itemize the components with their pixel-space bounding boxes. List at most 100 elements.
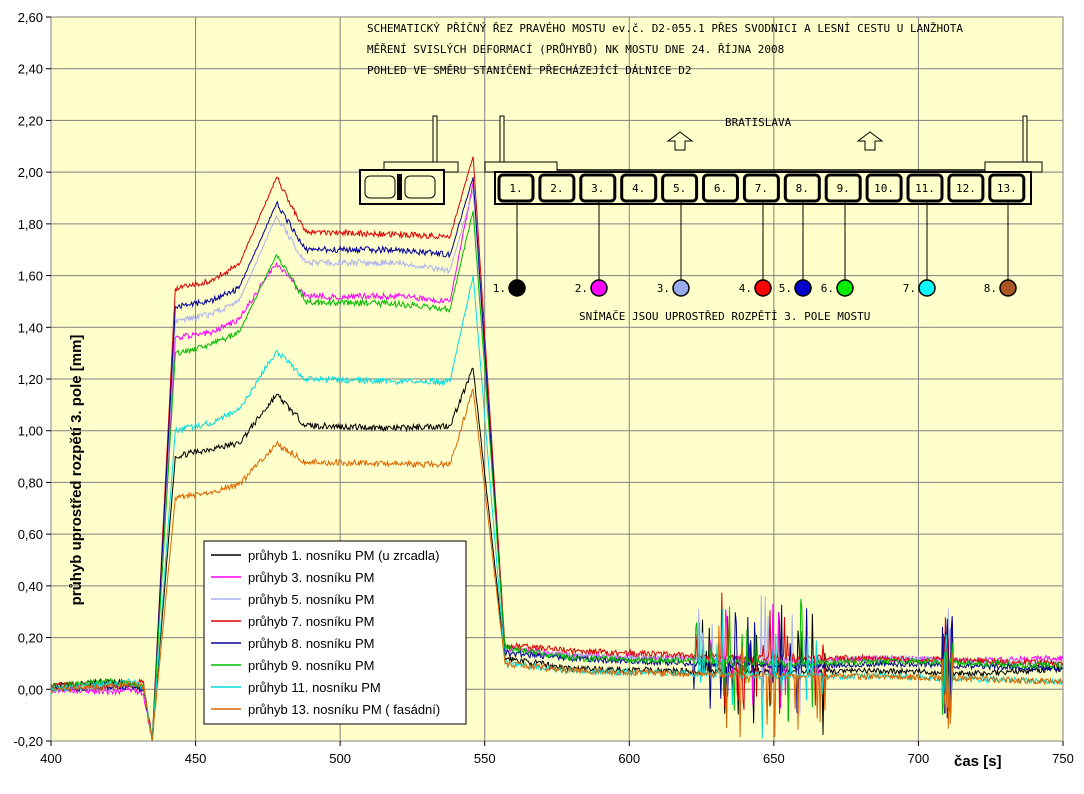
railing-post-right	[1022, 115, 1028, 163]
girder-label: 13.	[997, 182, 1017, 195]
axes: 400 450 500 550 600 650 700 750 -0,20 0,00 0,20 0,4…	[13, 10, 1073, 766]
girder-label: 2.	[550, 182, 563, 195]
y-tick-label: 0,80	[18, 475, 43, 490]
bridge-schematic: SCHEMATICKÝ PŘÍČNÝ ŘEZ PRAVÉHO MOSTU ev.…	[359, 22, 1043, 323]
girder-label: 12.	[956, 182, 976, 195]
girder-label: 6.	[714, 182, 727, 195]
y-tick-label: 1,80	[18, 217, 43, 232]
y-tick-label: 1,60	[18, 269, 43, 284]
girder-box	[497, 173, 535, 203]
x-tick-label: 700	[908, 751, 930, 766]
sensor-marker	[590, 279, 608, 297]
side-bridge-girder	[404, 175, 436, 199]
y-tick-label: 0,40	[18, 579, 43, 594]
series-line	[50, 388, 1064, 742]
girder-box	[988, 173, 1026, 203]
sensor-label: 2.	[575, 282, 588, 295]
y-tick-label: 0,60	[18, 527, 43, 542]
sensor-marker	[672, 279, 690, 297]
y-axis-label: průhyb uprostřed rozpětí 3. pole [mm]	[68, 335, 85, 606]
y-tick-label: 1,20	[18, 372, 43, 387]
side-bridge-girder	[364, 175, 396, 199]
series-line	[50, 210, 1064, 742]
sensor-marker	[918, 279, 936, 297]
y-tick-label: 0,00	[18, 682, 43, 697]
sensor-note: SNÍMAČE JSOU UPROSTŘED ROZPĚTÍ 3. POLE M…	[579, 310, 870, 323]
sensor-marker	[508, 279, 526, 297]
legend-label: průhyb 1. nosníku PM (u zrcadla)	[248, 548, 439, 563]
schematic-title-line-1: SCHEMATICKÝ PŘÍČNÝ ŘEZ PRAVÉHO MOSTU ev.…	[367, 22, 963, 35]
girder-box	[661, 173, 699, 203]
girder-box	[742, 173, 780, 203]
series-line	[50, 156, 1064, 742]
y-tick-label: 2,00	[18, 165, 43, 180]
sensor-label: 5.	[779, 282, 792, 295]
y-tick-label: 2,20	[18, 113, 43, 128]
x-axis-label: čas [s]	[954, 753, 1002, 770]
series-lines	[50, 156, 1064, 742]
girder-label: 10.	[874, 182, 894, 195]
girder-box	[783, 173, 821, 203]
railing-post-left	[499, 115, 505, 163]
sensor-marker	[794, 279, 812, 297]
series-line	[50, 367, 1064, 742]
y-tick-label: 2,60	[18, 10, 43, 25]
y-tick-label: 1,40	[18, 320, 43, 335]
legend-label: průhyb 9. nosníku PM	[248, 658, 374, 673]
girder-label: 11.	[915, 182, 935, 195]
girder-label: 7.	[755, 182, 768, 195]
legend-label: průhyb 7. nosníku PM	[248, 614, 374, 629]
girder-label: 4.	[632, 182, 645, 195]
sensor-marker	[754, 279, 772, 297]
x-tick-label: 650	[763, 751, 785, 766]
x-tick-label: 500	[329, 751, 351, 766]
cornice-right	[984, 161, 1043, 173]
x-tick-label: 750	[1052, 751, 1074, 766]
girder-box	[824, 173, 862, 203]
y-tick-label: 2,40	[18, 62, 43, 77]
legend-label: průhyb 8. nosníku PM	[248, 636, 374, 651]
legend-label: průhyb 3. nosníku PM	[248, 570, 374, 585]
arrow-up-icon	[856, 131, 884, 151]
girder-label: 8.	[796, 182, 809, 195]
sensor-label: 1.	[493, 282, 506, 295]
sensor-label: 4.	[739, 282, 752, 295]
girder-box	[538, 173, 576, 203]
cornice-left	[484, 161, 558, 173]
direction-label: BRATISLAVA	[725, 116, 792, 129]
arrow-up-icon	[666, 131, 694, 151]
y-tick-label: 0,20	[18, 631, 43, 646]
sensor-label: 7.	[903, 282, 916, 295]
sensor-label: 6.	[821, 282, 834, 295]
x-tick-label: 450	[185, 751, 207, 766]
legend-label: průhyb 13. nosníku PM ( fasádní)	[248, 702, 440, 717]
schematic-title-line-2: MĚŘENÍ SVISLÝCH DEFORMACÍ (PRŮHYBŮ) NK M…	[367, 43, 784, 56]
girder-box	[947, 173, 985, 203]
side-bridge-joint	[397, 174, 402, 200]
sensor-marker	[836, 279, 854, 297]
girder-label: 1.	[509, 182, 522, 195]
girder-label: 3.	[591, 182, 604, 195]
girder-label: 9.	[837, 182, 850, 195]
girder-label: 5.	[673, 182, 686, 195]
sensor-marker	[999, 279, 1017, 297]
side-bridge-post	[432, 115, 438, 163]
sensor-label: 3.	[657, 282, 670, 295]
legend: průhyb 1. nosníku PM (u zrcadla) průhyb 3…	[203, 540, 467, 725]
x-tick-label: 600	[618, 751, 640, 766]
girder-box	[906, 173, 944, 203]
legend-box	[203, 540, 467, 725]
girder-box	[579, 173, 617, 203]
legend-label: průhyb 5. nosníku PM	[248, 592, 374, 607]
y-tick-label: -0,20	[13, 734, 43, 749]
y-tick-label: 1,00	[18, 424, 43, 439]
series-line	[50, 177, 1064, 742]
girder-box	[620, 173, 658, 203]
sensor-label: 8.	[984, 282, 997, 295]
x-tick-label: 550	[474, 751, 496, 766]
x-tick-label: 400	[40, 751, 62, 766]
schematic-title-line-3: POHLED VE SMĚRU STANIČENÍ PŘECHÁZEJÍCÍ D…	[367, 64, 692, 77]
legend-label: průhyb 11. nosníku PM	[248, 680, 381, 695]
